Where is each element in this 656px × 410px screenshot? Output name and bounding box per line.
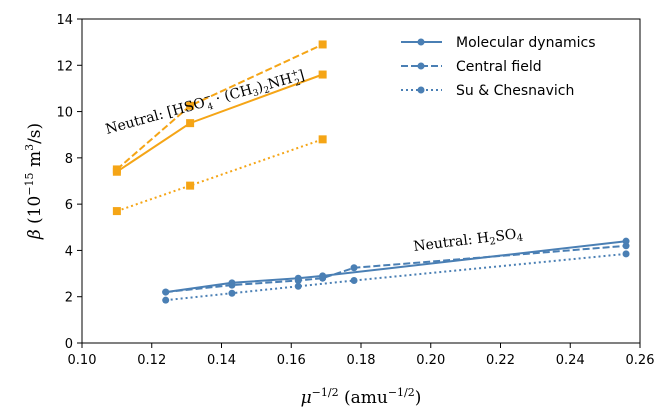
data-point-circle	[622, 250, 630, 258]
legend-marker	[417, 86, 425, 94]
data-point-circle	[350, 277, 358, 285]
annotation-nh-sub: 2	[294, 78, 302, 89]
annotation-h2so4-sub1: 2	[489, 236, 497, 248]
x-tick-label: 0.18	[347, 353, 376, 368]
legend-item-molecular-dynamics: Molecular dynamics	[401, 35, 596, 51]
series-layer	[112, 40, 630, 304]
data-point-square	[186, 119, 195, 128]
legend: Molecular dynamics Central field Su & Ch…	[401, 35, 596, 99]
data-point-circle	[294, 282, 302, 290]
legend-label-su-chesnavich: Su & Chesnavich	[456, 83, 574, 99]
data-point-square	[318, 70, 327, 79]
y-axis-label: β (10−15 m3/s)	[23, 123, 45, 240]
annotation-hso4-prefix: Neutral: [HSO	[104, 95, 207, 138]
series-hso4-central-field	[112, 40, 327, 174]
x-tick-label: 0.24	[556, 353, 585, 368]
data-point-square	[186, 181, 195, 190]
data-point-circle	[162, 288, 170, 296]
y-tick-label: 0	[65, 337, 73, 352]
legend-label-molecular-dynamics: Molecular dynamics	[456, 35, 596, 51]
x-tick-label: 0.16	[277, 353, 306, 368]
annotation-hso4-sub: 4	[207, 102, 215, 113]
y-tick-label: 6	[65, 198, 73, 213]
annotation-h2so4-sub2: 4	[516, 233, 524, 245]
x-tick-label: 0.10	[68, 353, 97, 368]
legend-marker	[417, 38, 425, 46]
series-h2so4-central-field	[162, 242, 630, 296]
data-point-square	[112, 207, 121, 216]
x-axis-label: μ−1/2 (amu−1/2)	[301, 386, 422, 408]
data-point-circle	[622, 242, 630, 250]
series-line	[165, 252, 627, 302]
series-line	[165, 244, 627, 294]
series-h2so4-su-chesnavich	[162, 250, 630, 304]
legend-item-central-field: Central field	[401, 59, 542, 75]
annotation-hso4-mid1: · (CH	[210, 82, 254, 109]
series-line	[116, 138, 323, 213]
data-point-circle	[294, 277, 302, 285]
y-tick-label: 10	[56, 106, 73, 121]
data-point-circle	[350, 264, 358, 272]
annotation-hso4: Neutral: [HSO−4 · (CH3)2NH+2]	[104, 66, 308, 140]
annotation-nh: NH	[266, 71, 294, 93]
annotation-nh-sup: +	[290, 68, 300, 80]
y-tick-label: 8	[65, 152, 73, 167]
x-tick-label: 0.20	[416, 353, 445, 368]
data-point-circle	[228, 281, 236, 289]
legend-label-central-field: Central field	[456, 59, 542, 75]
data-point-square	[318, 135, 327, 144]
annotation-ch3-sub: 3	[252, 88, 260, 99]
legend-item-su-chesnavich: Su & Chesnavich	[401, 83, 574, 99]
x-axis-ticks: 0.10 0.12 0.14 0.16 0.18 0.20 0.22 0.24 0.26	[68, 343, 655, 368]
annotation-hso4-mid2: )	[255, 79, 265, 96]
y-tick-label: 2	[65, 291, 73, 306]
y-tick-label: 12	[56, 59, 73, 74]
y-tick-label: 14	[56, 13, 73, 28]
series-hso4-su-chesnavich	[112, 135, 327, 216]
data-point-square	[318, 40, 327, 49]
annotation-paren-sub: 2	[263, 85, 271, 96]
x-tick-label: 0.14	[207, 353, 236, 368]
y-tick-label: 4	[65, 244, 73, 259]
data-point-circle	[228, 289, 236, 297]
data-point-circle	[162, 296, 170, 304]
annotation-hso4-sup: −	[202, 92, 212, 104]
x-tick-label: 0.12	[137, 353, 166, 368]
annotation-h2so4-prefix: Neutral: H	[413, 230, 490, 255]
x-tick-label: 0.22	[486, 353, 515, 368]
y-axis-ticks: 0 2 4 6 8 10 12 14	[56, 13, 82, 352]
x-tick-label: 0.26	[626, 353, 655, 368]
annotation-h2so4-mid: SO	[494, 226, 517, 244]
legend-marker	[417, 62, 425, 70]
data-point-square	[186, 101, 195, 110]
data-point-square	[112, 165, 121, 174]
annotation-hso4-close: ]	[297, 67, 307, 84]
data-point-circle	[319, 274, 327, 282]
annotation-h2so4: Neutral: H2SO4	[413, 226, 524, 257]
